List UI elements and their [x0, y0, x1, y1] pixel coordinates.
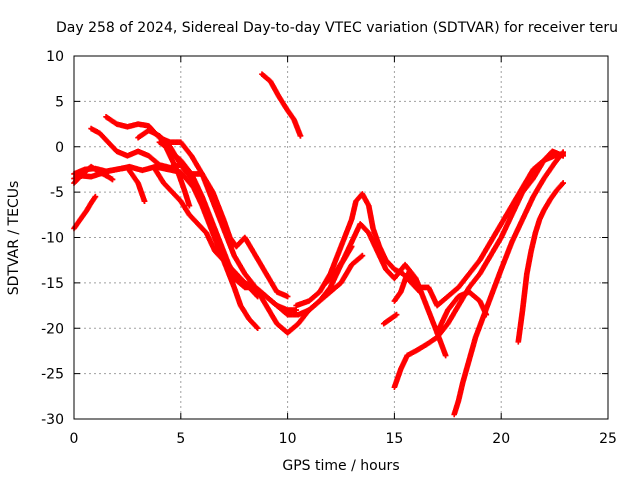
series-arc-4: [71, 163, 116, 186]
series-arc-10: [167, 148, 366, 336]
series-arc-8: [152, 166, 261, 300]
data-point-marker: [254, 325, 261, 332]
data-point-marker: [393, 311, 400, 318]
data-point-marker: [109, 176, 116, 183]
data-point-marker: [284, 293, 291, 300]
data-point-marker: [483, 311, 490, 318]
data-point-marker: [358, 253, 365, 260]
series-arc-1: [71, 193, 99, 232]
data-point-marker: [560, 180, 566, 186]
plot-frame: [73, 55, 609, 420]
series-arc-18: [434, 289, 490, 336]
chart-title: Day 258 of 2024, Sidereal Day-to-day VTE…: [56, 20, 618, 36]
y-tick-label: -25: [41, 367, 64, 383]
series-arc-9: [156, 139, 193, 209]
y-tick-label: -20: [41, 321, 64, 337]
data-point-marker: [141, 198, 148, 204]
x-tick-label: 15: [385, 431, 403, 447]
y-tick-label: -30: [41, 412, 64, 428]
y-tick-label: -5: [50, 185, 64, 201]
series-arc-11: [259, 71, 304, 139]
y-tick-label: 5: [55, 94, 64, 110]
x-tick-label: 25: [599, 431, 617, 447]
y-tick-label: 10: [46, 49, 64, 65]
data-point-marker: [560, 149, 566, 155]
data-point-marker: [297, 133, 304, 139]
x-tick-label: 5: [176, 431, 185, 447]
series-arc-15: [380, 311, 400, 327]
series-arc-17: [451, 149, 566, 418]
data-point-marker: [559, 181, 566, 187]
series-arc-14: [391, 151, 566, 309]
y-tick-label: 0: [55, 140, 64, 156]
data-series: [71, 71, 566, 418]
y-tick-label: -15: [41, 276, 64, 292]
x-tick-label: 0: [70, 431, 79, 447]
data-point-marker: [186, 202, 193, 209]
data-point-marker: [359, 252, 366, 259]
data-point-marker: [92, 193, 99, 200]
series-arc-19: [515, 180, 566, 345]
x-axis-label: GPS time / hours: [282, 458, 399, 474]
data-point-marker: [442, 352, 449, 359]
x-tick-label: 10: [279, 431, 297, 447]
tick-labels: 0 5 10 15 20 25 -30 -25 -20 -15 -10 -5 0 5 10: [41, 49, 617, 447]
y-axis-label: SDTVAR / TECUs: [6, 181, 22, 296]
x-tick-label: 20: [492, 431, 510, 447]
y-tick-label: -10: [41, 231, 64, 247]
data-point-marker: [254, 324, 260, 331]
